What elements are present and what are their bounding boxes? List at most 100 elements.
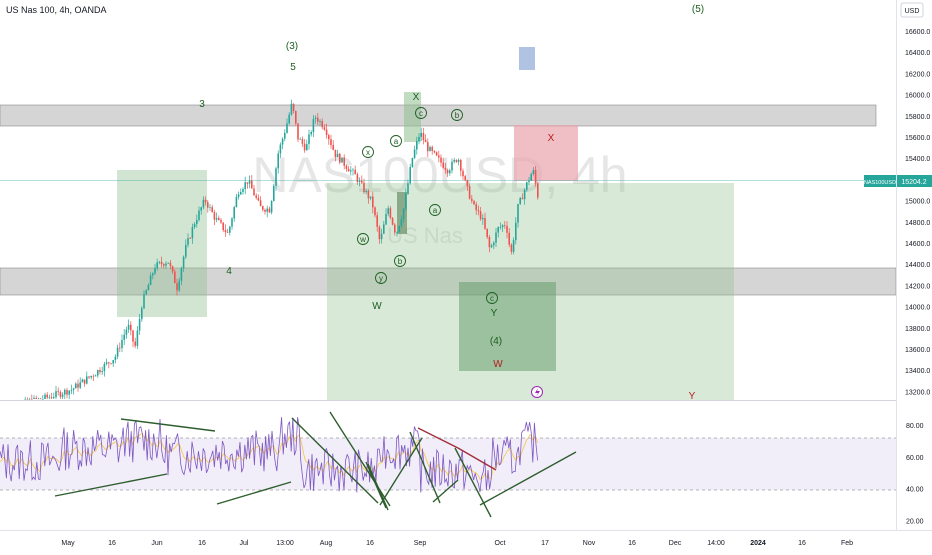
candle-body — [396, 231, 398, 233]
candle-body — [90, 375, 92, 378]
rsi-trendline[interactable] — [120, 418, 216, 432]
candle-body — [136, 330, 139, 346]
rsi-tick-label: 80.00 — [906, 423, 924, 430]
candle-body — [191, 227, 194, 239]
wave-circle-c_top — [415, 107, 427, 119]
price-tick-label: 16600.0 — [905, 29, 930, 36]
time-tick-label: Oct — [495, 540, 506, 547]
candle-body — [464, 176, 466, 181]
rsi-line — [0, 417, 538, 493]
candle-body — [466, 180, 469, 187]
symbol-tag-label: NAS100USD — [864, 180, 896, 186]
price-tick-label: 14800.0 — [905, 220, 930, 227]
candle-body — [50, 397, 53, 399]
candle-body — [141, 308, 143, 320]
candle-body — [24, 399, 26, 400]
candle-body — [251, 180, 253, 189]
price-tick-label: 14400.0 — [905, 262, 930, 269]
candle-body — [400, 219, 403, 226]
candle-body — [512, 240, 515, 252]
wave-label-w5: 5 — [290, 62, 296, 73]
candle-body — [488, 237, 491, 248]
currency-button[interactable] — [900, 2, 924, 18]
rsi-trendline[interactable] — [291, 417, 379, 504]
candle-body — [119, 347, 121, 349]
rsi-trendline[interactable] — [457, 447, 497, 471]
candle-body — [281, 138, 284, 145]
candle-body — [295, 110, 297, 124]
candle-body — [347, 168, 350, 172]
wave-label-a_right: a — [433, 206, 438, 215]
red-zone-x — [514, 125, 578, 181]
time-tick-label: 16 — [628, 540, 636, 547]
candle-body — [444, 167, 447, 170]
candle-body — [42, 399, 44, 400]
candle-body — [138, 319, 141, 331]
candle-body — [297, 123, 299, 140]
candle-body — [528, 180, 530, 183]
candle-body — [515, 222, 517, 241]
candle-body — [361, 180, 363, 183]
price-tick-label: 13800.0 — [905, 326, 930, 333]
candle-body — [286, 123, 288, 133]
rsi-trendline[interactable] — [454, 447, 492, 518]
wave-label-W_red: W — [493, 359, 503, 370]
wave-circle-b_top — [451, 109, 463, 121]
candle-body — [314, 117, 317, 120]
candle-body — [59, 392, 62, 397]
price-tick-label: 16200.0 — [905, 71, 930, 78]
candle-body — [264, 209, 266, 212]
wave-circle-y_small — [375, 272, 387, 284]
candle-body — [86, 376, 88, 384]
candle-body — [317, 117, 319, 122]
candle-body — [240, 192, 242, 195]
candle-body — [387, 208, 389, 215]
price-tick-label: 15000.0 — [905, 199, 930, 206]
time-tick-label: 17 — [541, 540, 549, 547]
symbol-price-tag — [864, 175, 896, 187]
wave-label-c_low: c — [490, 294, 494, 303]
candle-body — [255, 195, 257, 198]
rsi-trendline[interactable] — [54, 473, 168, 497]
candle-body — [312, 119, 315, 132]
rsi-trendline[interactable] — [409, 431, 441, 504]
rsi-trendline[interactable] — [367, 463, 389, 511]
price-tick-label: 13600.0 — [905, 347, 930, 354]
resistance-zone-grey — [0, 104, 877, 127]
candle-body — [523, 189, 526, 200]
time-tick-label: 16 — [798, 540, 806, 547]
candle-body — [517, 204, 519, 223]
candle-body — [64, 389, 66, 395]
candle-body — [422, 132, 425, 141]
candle-body — [143, 294, 145, 309]
price-tick-label: 13200.0 — [905, 389, 930, 396]
candle-body — [83, 379, 86, 384]
candle-body — [114, 356, 117, 361]
candle-body — [158, 261, 161, 263]
rsi-trendline[interactable] — [365, 461, 387, 509]
rsi-trendline[interactable] — [216, 481, 292, 505]
candle-body — [147, 285, 150, 291]
candle-body — [473, 200, 475, 205]
rsi-trendline[interactable] — [379, 437, 423, 506]
wave-label-b_top: b — [455, 111, 460, 120]
candle-body — [174, 271, 176, 284]
candle-body — [121, 339, 123, 349]
candle-body — [204, 199, 207, 203]
candle-body — [510, 244, 513, 252]
candle-body — [233, 207, 235, 219]
candle-body — [310, 131, 312, 135]
rsi-trendline[interactable] — [432, 479, 459, 503]
candle-body — [35, 397, 37, 399]
candle-body — [123, 334, 125, 340]
candle-body — [372, 196, 374, 208]
rsi-trendline[interactable] — [479, 451, 577, 506]
candle-body — [275, 168, 277, 186]
wave-label-w5_top: (5) — [692, 4, 704, 15]
candle-body — [266, 208, 268, 212]
candle-body — [532, 170, 535, 175]
price-tick-label: 14000.0 — [905, 305, 930, 312]
rsi-trendline[interactable] — [417, 427, 459, 449]
